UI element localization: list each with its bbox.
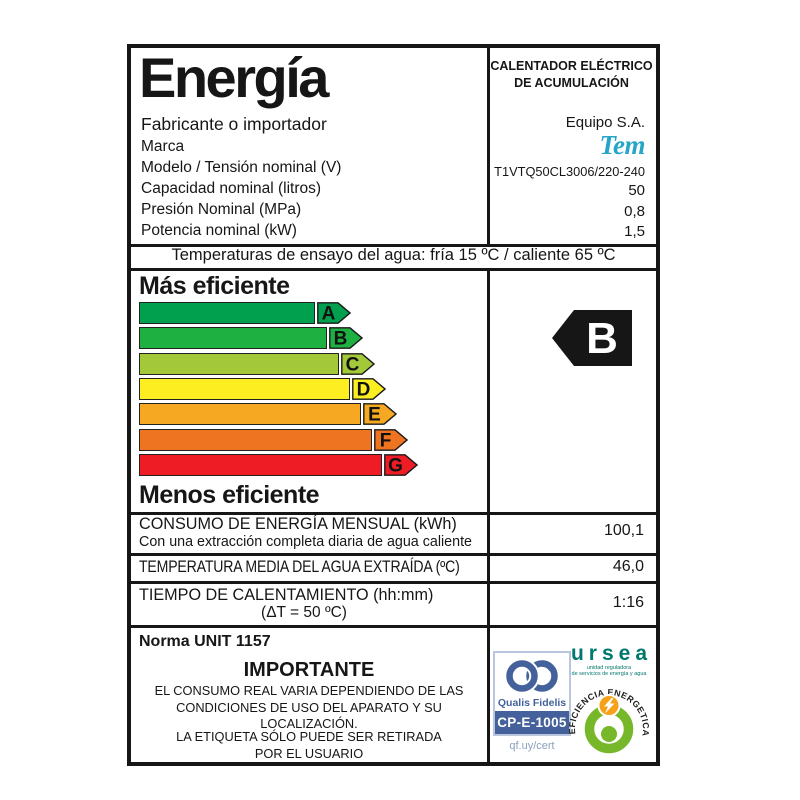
important-text: EL CONSUMO REAL VARIA DEPENDIENDO DE LAS… bbox=[131, 683, 487, 733]
efficiency-arrowhead-F: F bbox=[374, 428, 408, 451]
header-spec-labels: Marca Modelo / Tensión nominal (V) Capac… bbox=[141, 137, 341, 242]
rating-letter: B bbox=[586, 314, 618, 363]
badge-lightning-icon bbox=[604, 698, 615, 714]
removal-text-line1: LA ETIQUETA SÓLO PUEDE SER RETIRADA bbox=[176, 729, 442, 744]
efficiency-bar-E bbox=[139, 403, 361, 426]
efficiency-bar-A bbox=[139, 302, 315, 324]
heating-time-value: 1:16 bbox=[612, 594, 644, 611]
rule-below-temperature bbox=[131, 581, 656, 584]
ursea-letter: a bbox=[635, 642, 648, 665]
svg-text:E: E bbox=[368, 405, 381, 426]
important-text-line1: EL CONSUMO REAL VARIA DEPENDIENDO DE LAS bbox=[154, 683, 464, 698]
efficiency-bar-C bbox=[139, 352, 339, 375]
header-column-divider bbox=[487, 48, 490, 244]
norm-reference: Norma UNIT 1157 bbox=[139, 633, 271, 650]
ursea-letter: e bbox=[618, 642, 631, 665]
product-type-line2: DE ACUMULACIÓN bbox=[514, 75, 629, 90]
efficiency-class-D: D bbox=[139, 377, 386, 400]
test-conditions: Temperaturas de ensayo del agua: fría 15… bbox=[171, 246, 616, 264]
efficiency-bar-B bbox=[139, 327, 327, 350]
removal-text-line2: POR EL USUARIO bbox=[254, 745, 364, 761]
efficiency-bar-G bbox=[139, 453, 382, 476]
efficiency-class-F: F bbox=[139, 428, 408, 451]
spec-label-capacidad: Capacidad nominal (litros) bbox=[141, 179, 322, 197]
water-temperature-label: TEMPERATURA MEDIA DEL AGUA EXTRAÍDA (ºC) bbox=[139, 558, 460, 576]
qualis-name: Qualis Fidelis bbox=[497, 697, 567, 709]
efficiency-class-B: B bbox=[139, 327, 363, 350]
ursea-letter: u bbox=[570, 642, 584, 665]
qualis-code: CP-E-1005 bbox=[495, 711, 569, 734]
ursea-tagline-line2: de servicios de energía y agua bbox=[571, 671, 647, 677]
rating-arrow-shape bbox=[552, 310, 632, 366]
svg-text:D: D bbox=[357, 379, 371, 400]
efficiency-arrowhead-C: C bbox=[341, 352, 375, 375]
svg-text:B: B bbox=[334, 329, 348, 350]
label-title: Energía bbox=[139, 46, 329, 109]
efficiency-class-A: A bbox=[139, 302, 351, 324]
water-temperature-value: 46,0 bbox=[612, 558, 644, 575]
rule-below-consumption bbox=[131, 553, 656, 556]
qualis-url: qf.uy/cert bbox=[509, 740, 555, 752]
rule-below-scale bbox=[131, 512, 656, 515]
important-text-line2: CONDICIONES DE USO DEL APARATO Y SU LOCA… bbox=[176, 699, 442, 732]
manufacturer-value: Equipo S.A. bbox=[565, 114, 645, 131]
ursea-letter: r bbox=[588, 642, 597, 665]
efficiency-arrowhead-A: A bbox=[317, 302, 351, 324]
manufacturer-label: Fabricante o importador bbox=[141, 114, 327, 134]
rating-arrow: B bbox=[552, 310, 632, 366]
important-title: IMPORTANTE bbox=[243, 659, 375, 681]
header-right-column: CALENTADOR ELÉCTRICO DE ACUMULACIÓN Equi… bbox=[490, 48, 653, 244]
efficiency-class-G: G bbox=[139, 453, 418, 476]
ursea-tagline: unidad reguladora de servicios de energí… bbox=[569, 665, 649, 677]
ursea-letter: s bbox=[601, 642, 614, 665]
spec-value-presion: 0,8 bbox=[624, 203, 645, 220]
efficiency-arrowhead-B: B bbox=[329, 327, 363, 349]
badge-green-dot bbox=[601, 726, 617, 742]
efficiency-class-C: C bbox=[139, 352, 375, 375]
product-type: CALENTADOR ELÉCTRICO DE ACUMULACIÓN bbox=[490, 48, 653, 91]
less-efficient-label: Menos eficiente bbox=[139, 481, 320, 509]
band-bottom-rule bbox=[131, 268, 656, 271]
consumption-label: CONSUMO DE ENERGÍA MENSUAL (kWh) bbox=[139, 515, 457, 533]
product-type-line1: CALENTADOR ELÉCTRICO bbox=[490, 59, 653, 73]
rule-below-heating-time bbox=[131, 625, 656, 628]
spec-label-marca: Marca bbox=[141, 138, 185, 155]
efficiency-arrowhead-D: D bbox=[352, 377, 386, 400]
efficiency-arrowhead-E: E bbox=[363, 403, 397, 425]
ursea-tagline-line1: unidad reguladora bbox=[586, 665, 632, 671]
efficiency-arrowhead-G: G bbox=[384, 453, 418, 476]
efficiency-class-E: E bbox=[139, 403, 397, 426]
body-column-divider bbox=[487, 268, 490, 762]
spec-label-potencia: Potencia nominal (kW) bbox=[141, 221, 297, 239]
efficiency-bar-F bbox=[139, 428, 372, 451]
qualis-circles-icon bbox=[504, 658, 558, 694]
consumption-sublabel: Con una extracción completa diaria de ag… bbox=[139, 534, 473, 550]
spec-label-presion: Presión Nominal (MPa) bbox=[141, 200, 302, 218]
spec-value-potencia: 1,5 bbox=[624, 223, 645, 240]
spec-label-modelo: Modelo / Tensión nominal (V) bbox=[141, 158, 342, 176]
heating-time-sublabel: (ΔT = 50 ºC) bbox=[261, 604, 347, 621]
removal-text: LA ETIQUETA SÓLO PUEDE SER RETIRADA POR … bbox=[131, 729, 487, 762]
spec-value-modelo: T1VTQ50CL3006/220-240 bbox=[494, 164, 645, 179]
svg-text:C: C bbox=[346, 354, 360, 375]
band-top-rule bbox=[131, 244, 656, 247]
svg-text:A: A bbox=[322, 304, 336, 325]
qualis-fidelis-logo: Qualis Fidelis CP-E-1005 bbox=[493, 651, 571, 736]
more-efficient-label: Más eficiente bbox=[139, 272, 290, 300]
svg-text:F: F bbox=[380, 430, 392, 451]
consumption-value: 100,1 bbox=[603, 522, 644, 539]
energy-efficiency-badge: EFICIENCIA ENERGETICA bbox=[568, 687, 650, 754]
spec-value-capacidad: 50 bbox=[628, 182, 645, 199]
svg-text:G: G bbox=[388, 455, 403, 476]
efficiency-bar-D bbox=[139, 377, 350, 400]
energy-label: Energía Fabricante o importador Marca Mo… bbox=[127, 44, 660, 766]
heating-time-label: TIEMPO DE CALENTAMIENTO (hh:mm) bbox=[139, 586, 434, 604]
brand-logo: Tem bbox=[599, 130, 646, 160]
